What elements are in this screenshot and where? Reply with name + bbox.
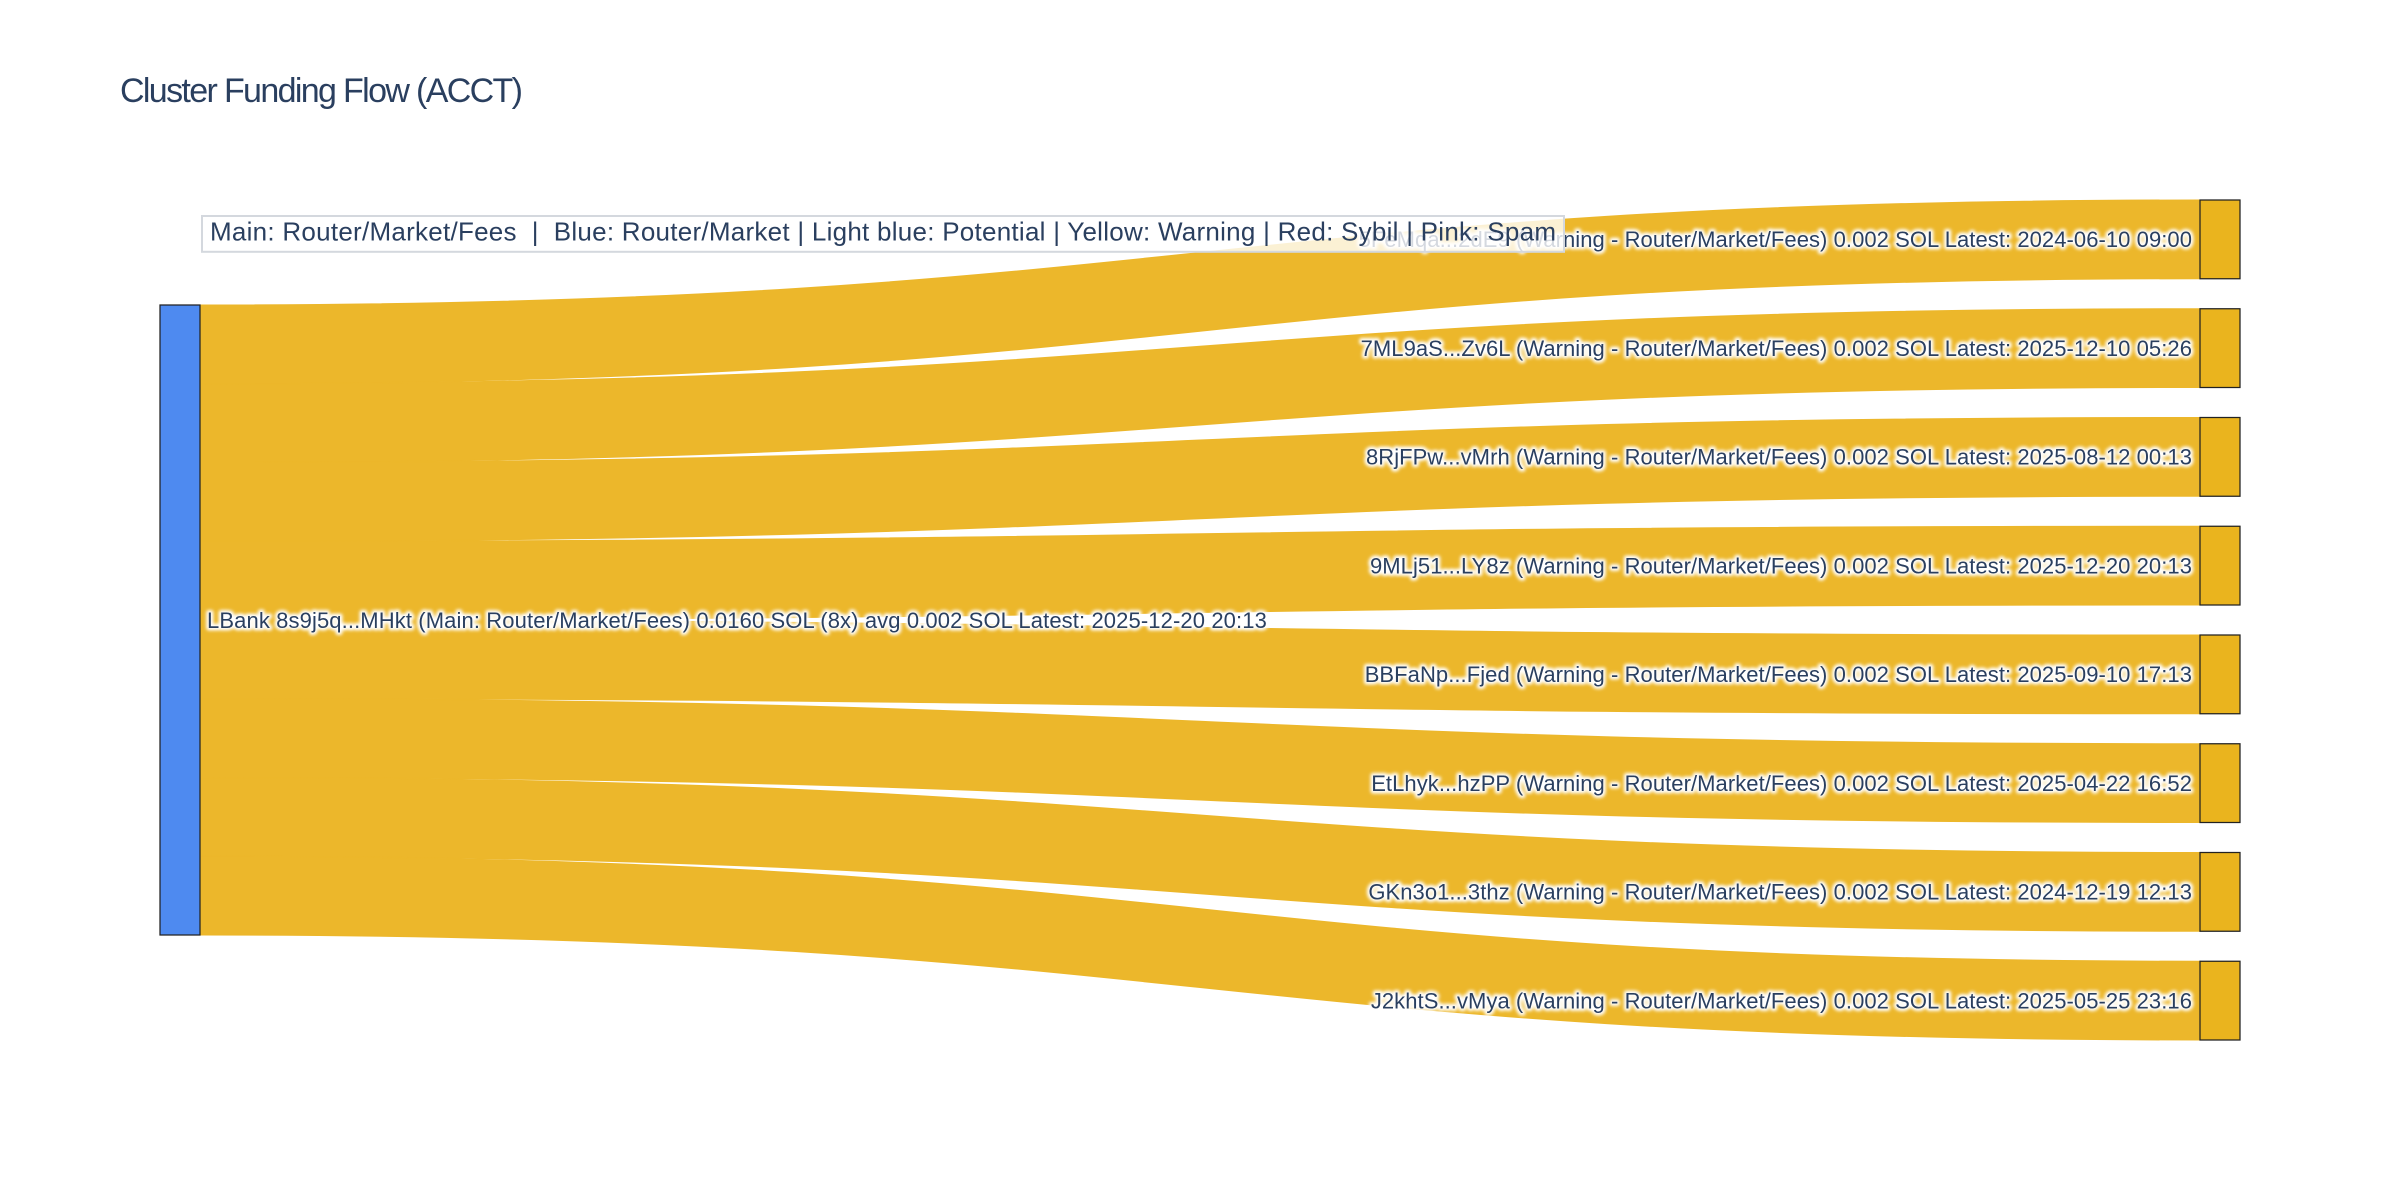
svg-text:GKn3o1...3thz (Warning - Route: GKn3o1...3thz (Warning - Router/Market/F… [1368, 880, 2192, 905]
svg-text:8RjFPw...vMrh (Warning - Route: 8RjFPw...vMrh (Warning - Router/Market/F… [1366, 445, 2192, 470]
svg-text:Main: Router/Market/Fees | B: Main: Router/Market/Fees | Blue: Router/… [210, 217, 1556, 247]
svg-text:Cluster Funding Flow (ACCT): Cluster Funding Flow (ACCT) [120, 72, 522, 110]
svg-text:EtLhyk...hzPP (Warning - Route: EtLhyk...hzPP (Warning - Router/Market/F… [1371, 771, 2192, 796]
svg-text:BBFaNp...Fjed (Warning - Route: BBFaNp...Fjed (Warning - Router/Market/F… [1365, 662, 2192, 687]
svg-text:BBFaNp...Fjed (Warning - Route: BBFaNp...Fjed (Warning - Router/Market/F… [1365, 662, 2192, 687]
svg-text:7ML9aS...Zv6L (Warning - Route: 7ML9aS...Zv6L (Warning - Router/Market/F… [1361, 336, 2192, 361]
svg-text:9MLj51...LY8z (Warning - Route: 9MLj51...LY8z (Warning - Router/Market/F… [1370, 553, 2192, 578]
svg-text:8RjFPw...vMrh (Warning - Route: 8RjFPw...vMrh (Warning - Router/Market/F… [1366, 445, 2192, 470]
svg-text:GKn3o1...3thz (Warning - Route: GKn3o1...3thz (Warning - Router/Market/F… [1368, 880, 2192, 905]
svg-text:LBank 8s9j5q...MHkt (Main: Rou: LBank 8s9j5q...MHkt (Main: Router/Market… [207, 608, 1267, 633]
svg-text:7ML9aS...Zv6L (Warning - Route: 7ML9aS...Zv6L (Warning - Router/Market/F… [1361, 336, 2192, 361]
svg-text:LBank 8s9j5q...MHkt (Main: Rou: LBank 8s9j5q...MHkt (Main: Router/Market… [207, 608, 1267, 633]
svg-text:J2khtS...vMya (Warning - Route: J2khtS...vMya (Warning - Router/Market/F… [1371, 988, 2192, 1013]
svg-text:9MLj51...LY8z (Warning - Route: 9MLj51...LY8z (Warning - Router/Market/F… [1370, 553, 2192, 578]
svg-text:EtLhyk...hzPP (Warning - Route: EtLhyk...hzPP (Warning - Router/Market/F… [1371, 771, 2192, 796]
svg-text:J2khtS...vMya (Warning - Route: J2khtS...vMya (Warning - Router/Market/F… [1371, 988, 2192, 1013]
